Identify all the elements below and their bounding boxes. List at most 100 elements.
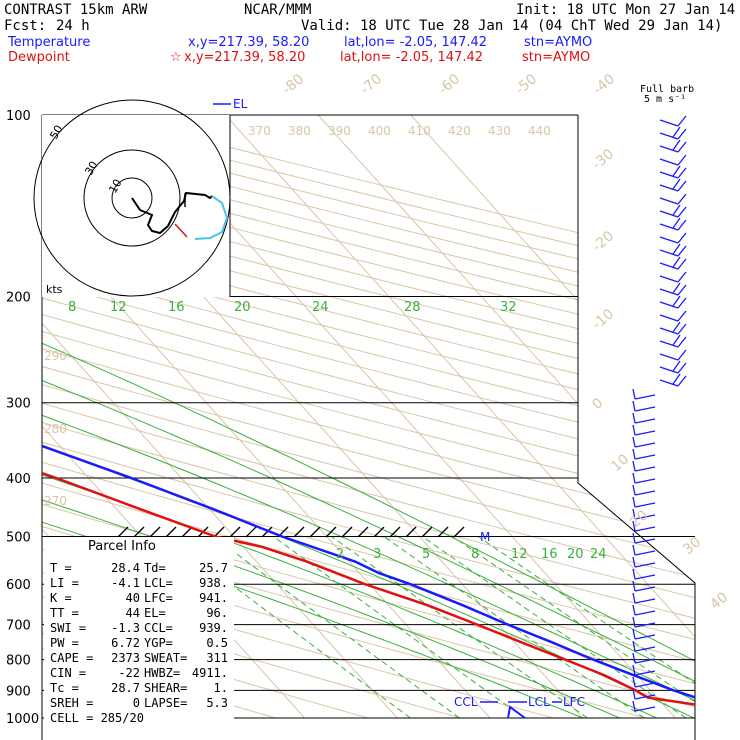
wind-barb-staff bbox=[634, 454, 656, 460]
wind-barb-flag bbox=[677, 245, 687, 257]
parcel-key: CCL= bbox=[144, 621, 173, 635]
wind-barb bbox=[659, 139, 687, 153]
wind-barb bbox=[632, 652, 656, 664]
pressure-label-900: 900 bbox=[6, 684, 31, 699]
wind-barb bbox=[632, 616, 656, 628]
wind-barb-staff bbox=[634, 550, 656, 556]
mixing-ratio-upper-label: 32 bbox=[500, 300, 517, 315]
wind-barb bbox=[632, 496, 656, 508]
isotherm bbox=[225, 115, 695, 719]
wind-barb-flag bbox=[632, 592, 636, 604]
parcel-key: TT = bbox=[50, 606, 79, 620]
hodograph: 50 30 10 kts bbox=[33, 99, 231, 297]
dry-adiabat bbox=[42, 115, 695, 719]
wind-barb-flag bbox=[632, 652, 636, 664]
pressure-label-400: 400 bbox=[6, 472, 31, 487]
parcel-key: SREH = bbox=[50, 696, 94, 710]
dry-adiabat bbox=[42, 115, 695, 719]
wind-barb bbox=[632, 436, 656, 448]
wind-barb-flag bbox=[632, 508, 636, 520]
theta-label: 400 bbox=[368, 124, 391, 138]
wind-barb-staff bbox=[634, 622, 656, 628]
parcel-value: 44 bbox=[125, 606, 140, 620]
parcel-value: 96. bbox=[206, 606, 228, 620]
wind-barb-flag bbox=[677, 154, 687, 166]
hodograph-background bbox=[42, 115, 230, 297]
hodograph-trace-cyan bbox=[194, 195, 229, 240]
parcel-value: 25.7 bbox=[199, 561, 228, 575]
legend-temperature-stn: stn=AYMO bbox=[524, 35, 593, 50]
mixing-ratio-lower-label: 16 bbox=[541, 547, 558, 562]
theta-side-label: 290 bbox=[44, 349, 67, 363]
pressure-label-100: 100 bbox=[6, 109, 31, 124]
parcel-key: CAPE = bbox=[50, 651, 94, 665]
freezing-hatch bbox=[293, 526, 305, 538]
dry-adiabat bbox=[42, 115, 695, 719]
freezing-hatch bbox=[389, 526, 401, 538]
wind-barb bbox=[632, 424, 656, 436]
wind-barb-staff bbox=[634, 430, 656, 436]
wind-barb-staff bbox=[634, 514, 656, 520]
wind-barb-flag bbox=[672, 126, 681, 138]
hodograph-ring bbox=[83, 149, 181, 247]
dry-adiabat bbox=[42, 115, 695, 719]
isotherm-label: -80 bbox=[279, 71, 307, 98]
wind-barb bbox=[659, 243, 687, 257]
mixing-ratio-line bbox=[383, 536, 645, 719]
wind-barb-flag bbox=[677, 349, 687, 361]
wind-barb bbox=[659, 154, 687, 166]
wind-barb-staff bbox=[659, 301, 679, 309]
isotherm-label: -40 bbox=[590, 71, 618, 98]
isotherm bbox=[42, 115, 398, 719]
wind-barb-flag bbox=[672, 360, 681, 372]
pressure-label-1000: 1000 bbox=[6, 712, 39, 727]
wind-barb bbox=[659, 165, 687, 179]
wind-barb-flag bbox=[632, 604, 636, 616]
hodograph-trace-black bbox=[131, 191, 213, 235]
wind-barb-staff bbox=[659, 145, 679, 153]
parcel-value: 28.7 bbox=[111, 681, 140, 695]
parcel-key: PW = bbox=[50, 636, 79, 650]
wind-barb-staff bbox=[634, 670, 656, 676]
parcel-value: -4.1 bbox=[111, 576, 140, 590]
wind-barb-flag bbox=[632, 460, 636, 472]
mixing-ratio-line bbox=[477, 536, 695, 719]
parcel-value: 2373 bbox=[111, 651, 140, 665]
wind-barb bbox=[632, 484, 656, 496]
pressure-label-300: 300 bbox=[6, 397, 31, 412]
wind-barb-flag bbox=[672, 165, 681, 177]
hodograph-ring-label: 10 bbox=[106, 177, 124, 196]
wind-barb-flag bbox=[632, 676, 636, 688]
dry-adiabat bbox=[42, 115, 695, 719]
isotherm bbox=[42, 115, 491, 719]
wind-barb bbox=[632, 520, 656, 532]
wind-barb-flag bbox=[632, 616, 636, 628]
wind-barb-staff bbox=[634, 418, 656, 424]
wind-barb-staff bbox=[659, 379, 679, 387]
dry-adiabat bbox=[42, 115, 695, 719]
mixing-ratio-upper-label: 8 bbox=[68, 300, 76, 315]
wind-barb-staff bbox=[634, 466, 656, 472]
sounding-profiles bbox=[42, 115, 695, 720]
fcst-label: Fcst: bbox=[4, 18, 47, 34]
mixing-ratio-lower-label: 12 bbox=[511, 547, 528, 562]
parcel-value: 941. bbox=[199, 591, 228, 605]
wind-barb-flag bbox=[632, 400, 636, 412]
wind-barb-staff bbox=[634, 694, 656, 700]
wind-barb-staff bbox=[659, 340, 679, 348]
legend-temperature-latlon: lat,lon= -2.05, 147.42 bbox=[344, 35, 488, 50]
wind-barb-flag bbox=[632, 556, 636, 568]
wind-barb-staff bbox=[659, 210, 679, 218]
dry-adiabat bbox=[42, 115, 695, 719]
wind-barb bbox=[659, 126, 687, 140]
theta-label: 380 bbox=[288, 124, 311, 138]
hodograph-ring bbox=[111, 177, 153, 219]
dry-adiabat bbox=[42, 115, 695, 719]
isotherm-label: 30 bbox=[680, 534, 704, 558]
wind-barb bbox=[659, 373, 687, 387]
parcel-value: 5.3 bbox=[206, 696, 228, 710]
dry-adiabat bbox=[42, 115, 461, 719]
isotherm-label: 40 bbox=[707, 589, 731, 613]
wind-barb-staff bbox=[634, 526, 656, 532]
wind-barb-flag bbox=[632, 520, 636, 532]
